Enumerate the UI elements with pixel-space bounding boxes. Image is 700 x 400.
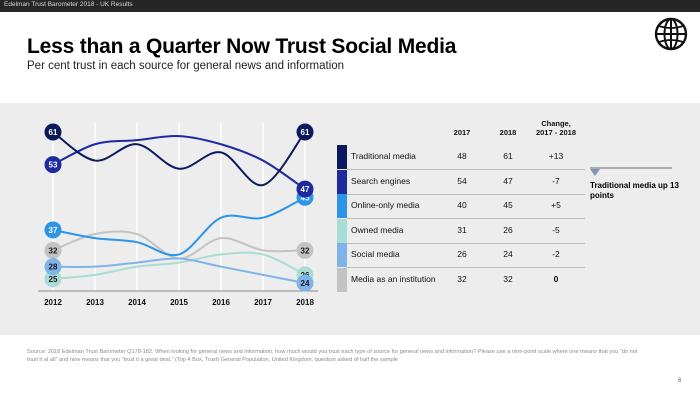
color-swatch [337, 194, 347, 218]
data-label: 61 [301, 128, 310, 137]
x-tick-label: 2016 [212, 298, 230, 307]
data-point [296, 274, 314, 292]
data-label: 25 [49, 275, 58, 284]
data-label: 47 [301, 185, 310, 194]
data-point [44, 156, 62, 174]
page-subtitle: Per cent trust in each source for genera… [27, 60, 345, 72]
row-divider [347, 193, 585, 195]
page-number: 6 [678, 378, 682, 384]
series-line-traditional-media [52, 131, 306, 187]
data-label: 61 [49, 128, 58, 137]
cell-v2018: 24 [503, 249, 513, 259]
x-tick-label: 2012 [44, 298, 62, 307]
color-swatch [337, 243, 347, 267]
row-label: Online-only media [351, 200, 420, 210]
row-divider [347, 218, 585, 219]
color-swatch [337, 145, 347, 169]
data-point [296, 180, 314, 198]
table-header: 2018 [499, 128, 517, 137]
data-point [44, 221, 62, 239]
data-label: 37 [49, 226, 58, 235]
x-tick-label: 2015 [170, 298, 188, 307]
top-bar: Edelman Trust Barometer 2018 - UK Result… [0, 0, 700, 12]
row-label: Search engines [351, 175, 411, 186]
cell-v2018: 32 [503, 273, 513, 284]
table-header: 2017 [453, 128, 471, 137]
x-tick-label: 2018 [296, 298, 314, 307]
series-line-owned-media [52, 251, 306, 280]
data-label: 32 [49, 246, 58, 255]
table-header: Change, 2017 - 2018 [535, 119, 577, 137]
cell-v2018: 45 [503, 200, 513, 210]
data-label: 32 [301, 246, 310, 255]
color-swatch [337, 218, 347, 243]
cell-v2017: 40 [457, 200, 467, 210]
cell-change: 0 [553, 273, 559, 284]
data-point [296, 241, 314, 259]
callout-text: Traditional media up 13 points [590, 181, 679, 200]
header-text: Edelman Trust Barometer 2018 - UK Result… [4, 1, 133, 8]
data-label: 53 [49, 161, 58, 170]
line-chart: 2012201320142015201620172018323225262824… [38, 123, 318, 307]
cell-v2017: 54 [457, 175, 467, 186]
data-label: 24 [301, 279, 310, 288]
source-note: Source: 2018 Edelman Trust Barometer Q17… [27, 349, 638, 363]
cell-change: +13 [548, 151, 564, 161]
cell-v2018: 47 [503, 175, 513, 186]
x-tick-label: 2017 [254, 298, 272, 307]
cell-v2018: 26 [503, 224, 513, 235]
cell-v2017: 32 [457, 273, 467, 284]
data-point [44, 258, 62, 276]
globe-icon [654, 17, 688, 51]
data-label: 28 [49, 263, 58, 272]
page-title: Less than a Quarter Now Trust Social Med… [27, 35, 457, 58]
row-label: Media as an institution [351, 273, 436, 284]
row-divider [347, 267, 585, 268]
cell-v2018: 61 [503, 151, 513, 161]
cell-change: -5 [552, 224, 560, 235]
cell-v2017: 26 [457, 249, 467, 259]
x-tick-label: 2014 [128, 298, 146, 307]
cell-change: -7 [552, 175, 560, 186]
data-point [44, 123, 62, 141]
cell-v2017: 48 [457, 151, 467, 161]
data-label: 45 [301, 193, 310, 202]
content-panel: 2012 2013 2014 2015 2016 2017 2018 32 32 25 26 28 24… [0, 103, 700, 335]
series-line-search-engines [52, 135, 306, 190]
row-label: Traditional media [351, 151, 416, 161]
color-swatch [337, 267, 347, 292]
row-label: Social media [351, 249, 400, 259]
series-line-social-media [52, 257, 306, 284]
callout-arrow-icon [590, 169, 600, 176]
row-divider [347, 169, 585, 170]
cell-v2017: 31 [457, 224, 467, 235]
row-divider [347, 242, 585, 244]
series-line-online-only-media [52, 196, 306, 257]
cell-change: +5 [551, 200, 561, 210]
callout-line [590, 167, 672, 169]
data-point [44, 270, 62, 288]
data-point [44, 241, 62, 259]
x-tick-label: 2013 [86, 298, 104, 307]
cell-change: -2 [552, 249, 560, 259]
color-swatch [337, 169, 347, 194]
data-point [296, 123, 314, 141]
row-label: Owned media [351, 224, 404, 235]
